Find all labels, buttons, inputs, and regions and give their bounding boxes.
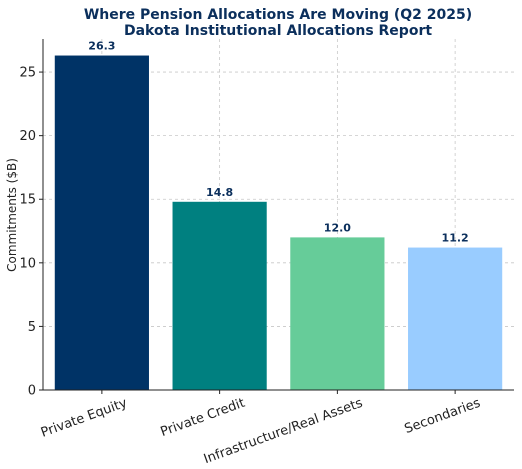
bar <box>290 237 385 390</box>
y-tick-label: 10 <box>19 256 36 271</box>
bar-data-label: 14.8 <box>206 186 233 199</box>
x-axis-ticks: Private Equity Private CreditInfrastructu… <box>39 390 483 467</box>
bar <box>172 201 267 390</box>
x-tick-label: Secondaries <box>403 396 483 437</box>
bars <box>54 55 503 391</box>
y-axis-ticks: 0 5 10 15 20 25 <box>19 66 43 399</box>
bar-data-label: 12.0 <box>324 221 351 234</box>
y-tick-label: 5 <box>28 320 36 335</box>
bar <box>408 247 503 390</box>
y-tick-label: 25 <box>19 66 36 81</box>
y-tick-label: 15 <box>19 193 36 208</box>
data-labels: 26.3 14.8 12.0 11.2 <box>88 40 468 245</box>
y-tick-label: 0 <box>28 384 36 399</box>
chart-title: Where Pension Allocations Are Moving (Q2… <box>84 7 472 23</box>
chart-subtitle: Dakota Institutional Allocations Report <box>124 23 432 39</box>
bar <box>54 55 149 391</box>
x-tick-label: Private Credit <box>159 396 247 440</box>
y-axis-label: Commitments ($B) <box>5 158 19 272</box>
x-tick-label: Private Equity <box>39 396 130 441</box>
bar-data-label: 11.2 <box>442 232 469 245</box>
y-tick-label: 20 <box>19 129 36 144</box>
bar-data-label: 26.3 <box>88 40 115 53</box>
